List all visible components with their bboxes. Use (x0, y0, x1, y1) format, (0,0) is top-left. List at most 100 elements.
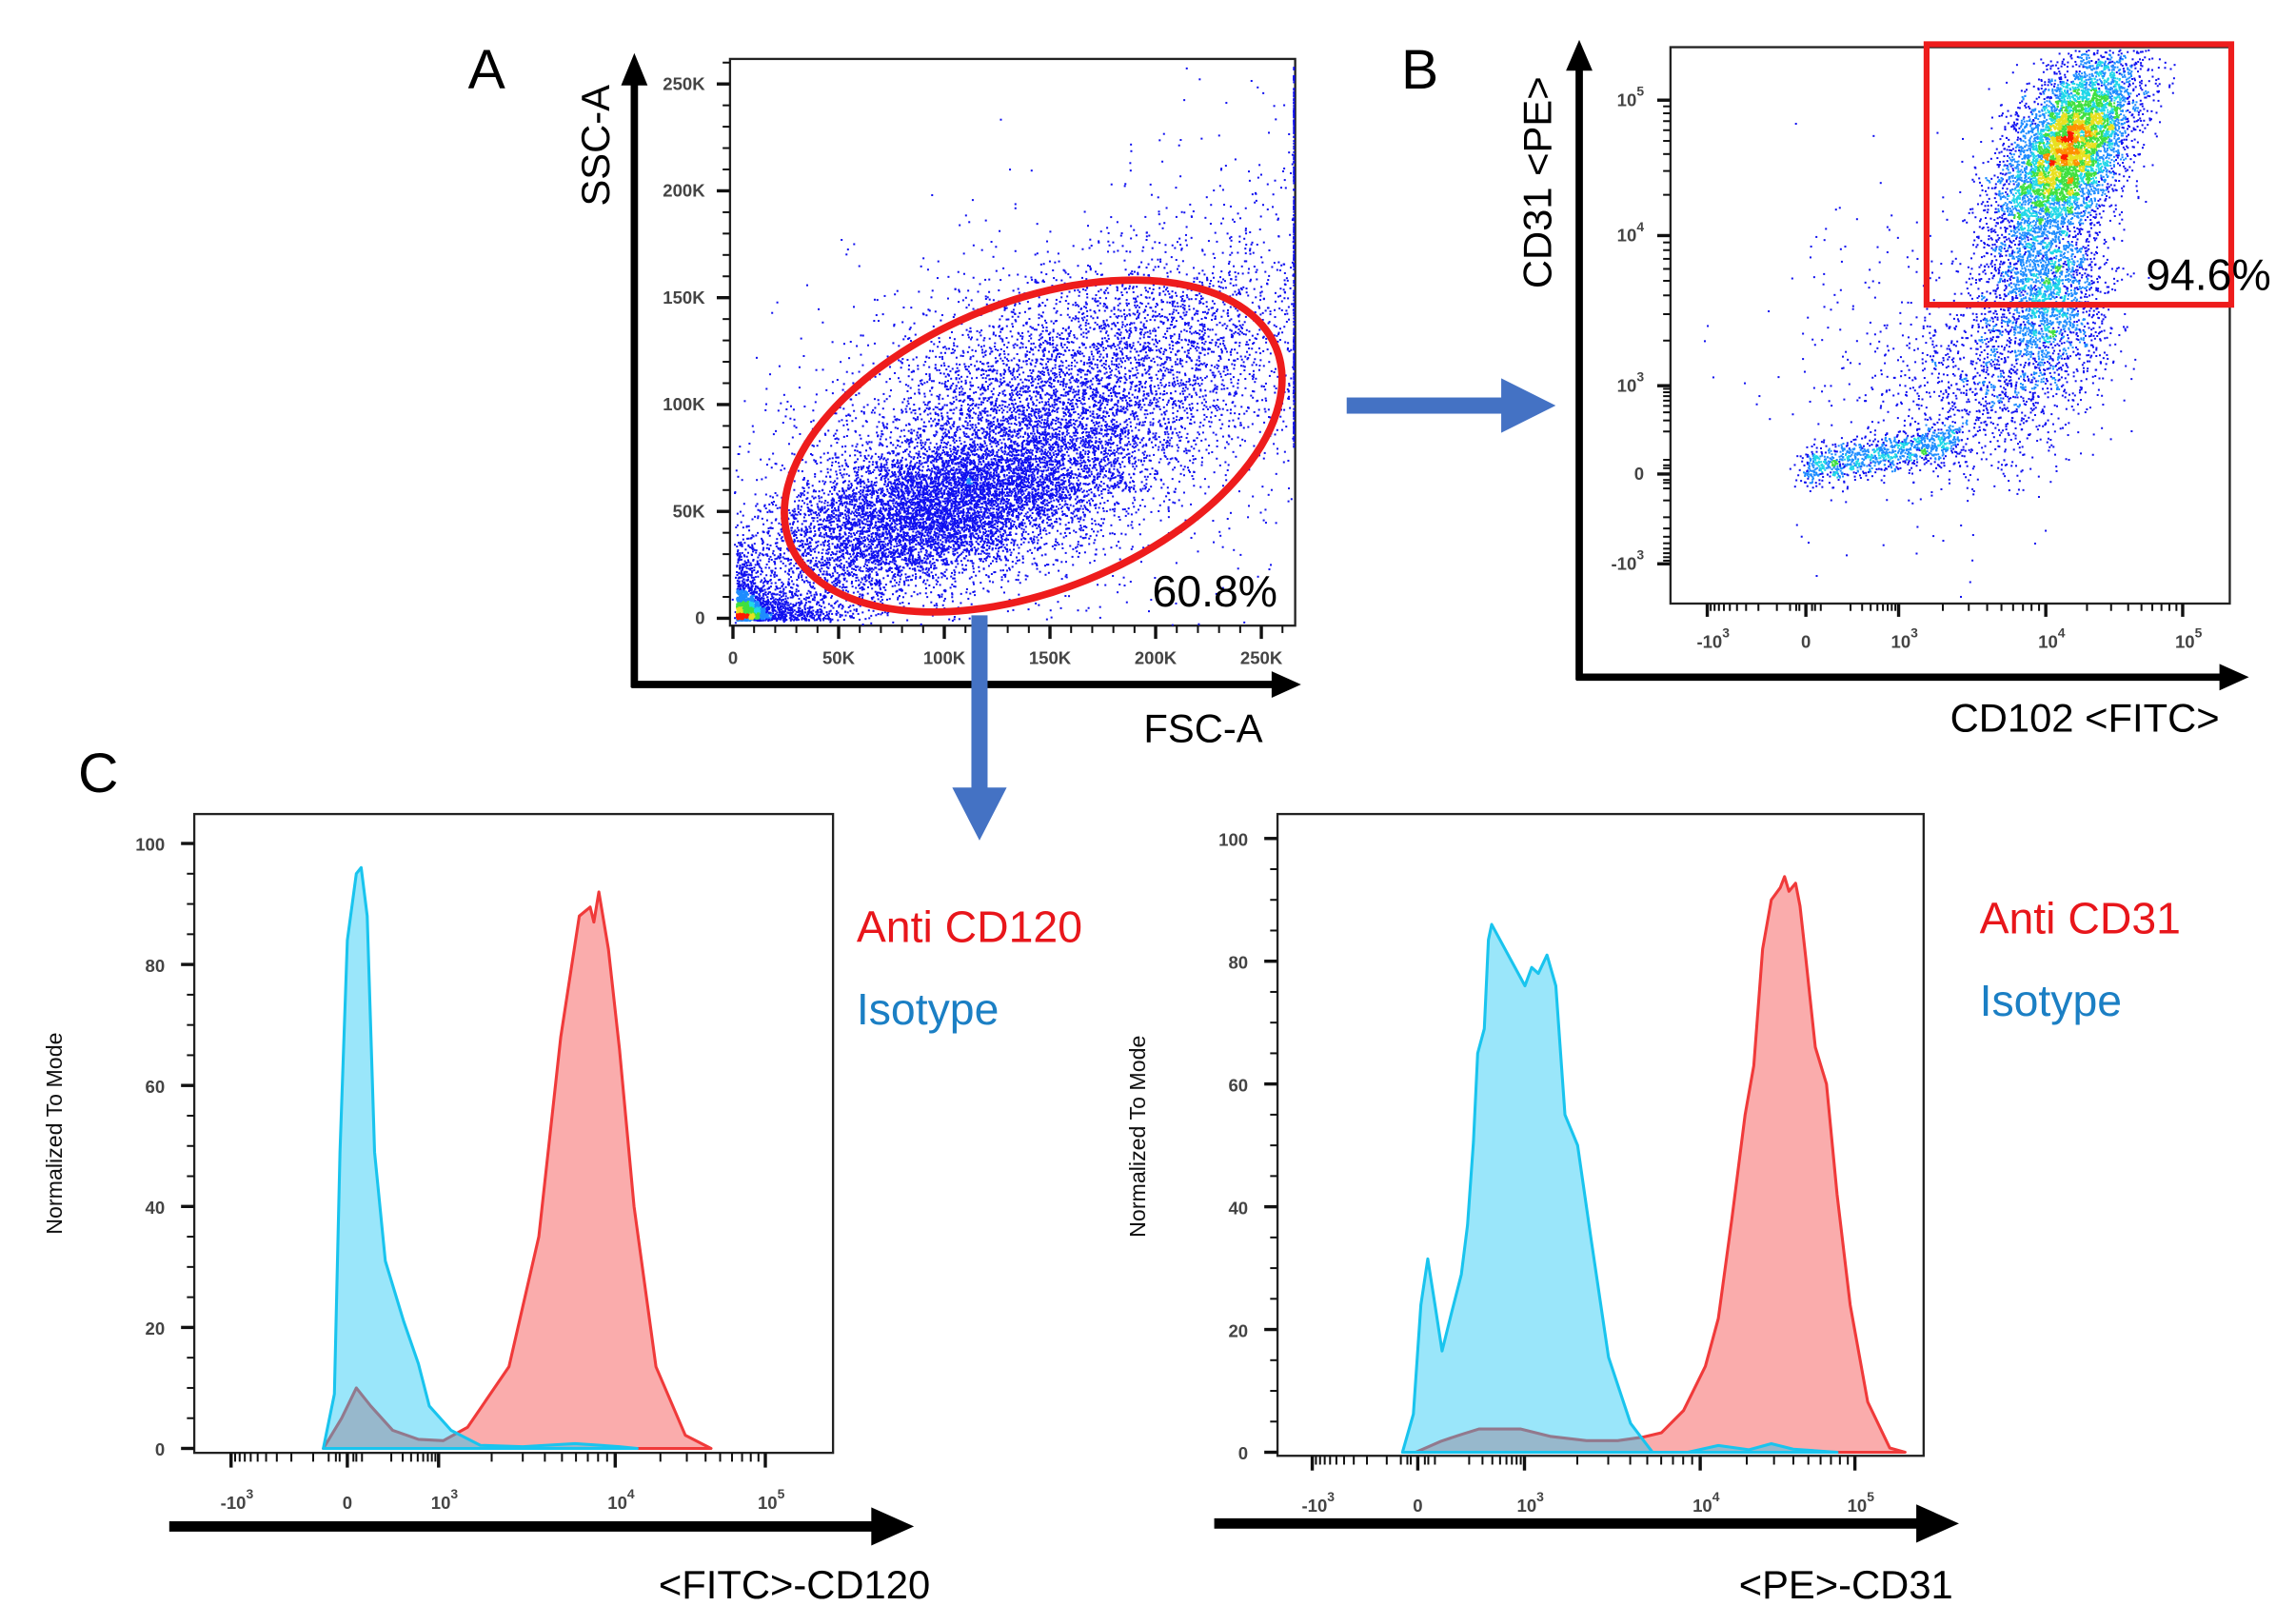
event-dot (800, 506, 802, 508)
event-dot (870, 547, 873, 550)
event-dot (802, 520, 805, 523)
event-dot (1133, 418, 1136, 421)
event-dot (940, 412, 943, 415)
event-dot (764, 507, 767, 510)
event-dot (1039, 475, 1042, 478)
event-dot (946, 471, 949, 474)
event-dot (1032, 458, 1035, 461)
event-dot (847, 574, 850, 577)
event-dot (1008, 433, 1011, 436)
event-dot (985, 493, 988, 496)
event-dot (853, 556, 856, 559)
event-dot (960, 564, 963, 566)
event-dot (908, 475, 911, 478)
event-dot (1032, 503, 1035, 506)
event-dot (946, 466, 949, 468)
event-dot (848, 501, 851, 504)
event-dot (957, 563, 960, 565)
event-dot (867, 561, 870, 564)
event-dot (893, 538, 896, 541)
event-dot (962, 520, 965, 523)
event-dot (1016, 467, 1019, 470)
event-dot (917, 491, 920, 494)
event-dot (805, 530, 808, 533)
event-dot (962, 512, 965, 515)
event-dot (941, 473, 944, 476)
event-dot (916, 509, 919, 512)
event-dot (764, 566, 767, 569)
event-dot (859, 478, 861, 481)
event-dot (857, 520, 860, 523)
event-dot (966, 424, 969, 426)
event-dot (872, 568, 875, 571)
event-dot (981, 560, 984, 563)
event-dot (1004, 520, 1007, 523)
event-dot (1114, 486, 1117, 488)
event-dot (879, 518, 881, 521)
event-dot (929, 551, 932, 554)
event-dot (817, 506, 820, 508)
event-dot (863, 486, 866, 489)
event-dot (1004, 531, 1007, 534)
event-dot (978, 514, 980, 517)
event-dot (1024, 525, 1027, 528)
event-dot (1144, 416, 1147, 419)
event-dot (828, 529, 831, 532)
event-dot (896, 548, 899, 551)
event-dot (1082, 416, 1085, 419)
event-dot (855, 586, 858, 589)
event-dot (1031, 465, 1034, 467)
event-dot (901, 528, 904, 531)
event-dot (867, 481, 870, 484)
event-dot (947, 532, 950, 535)
event-dot (1063, 435, 1066, 438)
event-dot (887, 548, 890, 551)
event-dot (821, 552, 823, 555)
event-dot (862, 515, 865, 518)
event-dot (954, 495, 957, 498)
event-dot (770, 522, 773, 525)
event-dot (842, 545, 845, 548)
event-dot (977, 479, 980, 482)
event-dot (972, 565, 975, 567)
event-dot (925, 512, 929, 515)
event-dot (914, 498, 917, 501)
event-dot (920, 509, 923, 512)
event-dot (967, 456, 970, 459)
event-dot (959, 554, 961, 557)
event-dot (948, 483, 951, 486)
event-dot (961, 446, 964, 449)
event-dot (1019, 522, 1021, 525)
event-dot (966, 458, 969, 461)
event-dot (943, 570, 946, 573)
event-dot (1093, 453, 1096, 456)
event-dot (871, 526, 874, 529)
event-dot (976, 532, 979, 535)
event-dot (984, 535, 987, 538)
plot-a-frame (728, 57, 1296, 627)
event-dot (912, 466, 915, 468)
event-dot (1102, 466, 1105, 468)
event-dot (960, 552, 963, 555)
event-dot (923, 557, 926, 560)
event-dot (782, 590, 784, 593)
event-dot (906, 497, 909, 500)
event-dot (798, 573, 801, 576)
event-dot (892, 559, 895, 562)
event-dot (742, 578, 745, 581)
event-dot (888, 569, 891, 572)
event-dot (970, 542, 973, 545)
event-dot (1079, 501, 1081, 504)
event-dot (876, 591, 879, 594)
event-dot (901, 515, 904, 518)
event-dot (960, 538, 963, 541)
event-dot (898, 510, 901, 513)
event-dot (961, 515, 964, 518)
event-dot (930, 601, 933, 604)
event-dot (1093, 424, 1096, 426)
event-dot (949, 537, 952, 540)
event-dot (1022, 530, 1025, 533)
event-dot (1024, 489, 1027, 492)
event-dot (796, 536, 799, 539)
event-dot (861, 577, 863, 580)
